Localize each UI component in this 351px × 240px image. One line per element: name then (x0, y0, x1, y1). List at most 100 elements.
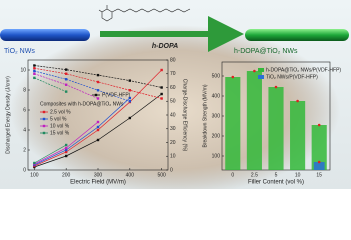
legend-swatch (258, 75, 264, 79)
point (128, 79, 132, 82)
y-tick-label: 0 (23, 167, 26, 173)
point (96, 89, 100, 92)
point (64, 146, 68, 150)
point (128, 96, 132, 100)
point (64, 143, 68, 147)
y-tick-label: 4 (23, 127, 26, 133)
bar (313, 162, 325, 170)
x-tick-label: 400 (126, 172, 135, 178)
bar-top-marker (231, 75, 235, 79)
point (96, 138, 100, 142)
y-axis-label: Discharged Energy Density (J/cm³) (5, 76, 11, 154)
green-nanowire (245, 29, 349, 41)
legend-marker (42, 110, 46, 114)
y-tick-label: 10 (20, 67, 26, 73)
y2-tick-label: 80 (170, 57, 176, 63)
x-axis-label: Filler Content (vol %) (248, 180, 304, 186)
legend-label: 2.5 vol % (50, 109, 71, 115)
point (33, 76, 36, 80)
legend-label: 15 vol % (50, 130, 70, 136)
y2-tick-label: 50 (170, 99, 176, 105)
legend-label: 5 vol % (50, 116, 67, 122)
y2-tick-label: 0 (170, 167, 173, 173)
legend-label: P(VDF-HFP) (102, 92, 131, 98)
y2-tick-label: 70 (170, 71, 176, 77)
y-tick-label: 500 (212, 73, 221, 79)
point (160, 97, 163, 100)
point (160, 86, 163, 89)
bar (246, 71, 262, 170)
legend-marker (42, 124, 46, 128)
y-tick-label: 200 (212, 133, 221, 139)
point (64, 83, 68, 86)
series-line (34, 144, 67, 164)
x-tick-label: 300 (94, 172, 103, 178)
point (128, 116, 132, 120)
legend-label: h-DOPA@TiO₂ NWs/P(VDF-HFP) (266, 67, 341, 73)
legend-heading: Composites with h-DOPA@TiO₂ NWs (40, 101, 124, 107)
y-tick-label: 100 (212, 153, 221, 159)
legend-marker (42, 131, 46, 135)
legend-marker (42, 117, 46, 121)
bar-top-marker (274, 85, 278, 89)
point (96, 120, 100, 124)
point (64, 154, 68, 158)
point (128, 100, 132, 103)
point (96, 80, 100, 84)
x-tick-label: 500 (157, 172, 166, 178)
y-tick-label: 6 (23, 107, 26, 113)
molecule (98, 5, 191, 22)
legend-label: TiO₂ NWs/P(VDF-HFP) (266, 74, 318, 80)
point (96, 73, 100, 77)
point (64, 90, 68, 93)
right-label: h-DOPA@TiO₂ NWs (234, 48, 298, 55)
y2-tick-label: 10 (170, 154, 176, 160)
legend-marker (94, 93, 98, 97)
point (64, 150, 68, 154)
left-label: TiO₂ NWs (4, 48, 35, 55)
legend-label: 10 vol % (50, 123, 70, 129)
point (128, 89, 132, 92)
series-line (34, 77, 67, 92)
point (96, 97, 100, 100)
blue-nanowire (0, 29, 90, 41)
series-line (34, 67, 162, 99)
x-axis-label: Electric Field (MV/m) (70, 180, 126, 186)
bar-top-marker (317, 160, 321, 164)
point (33, 64, 36, 67)
bar (290, 101, 306, 170)
point (33, 69, 36, 73)
series-line (34, 97, 131, 166)
y2-tick-label: 40 (170, 112, 176, 118)
bar (225, 77, 241, 170)
bar (268, 87, 284, 170)
y-tick-label: 2 (23, 147, 26, 153)
point (33, 67, 36, 70)
arrow-label: h-DOPA (152, 43, 178, 50)
x-tick-label: 200 (62, 172, 71, 178)
y-tick-label: 8 (23, 87, 26, 93)
x-tick-label: 100 (30, 172, 39, 178)
bar-top-marker (253, 69, 256, 73)
legend-swatch (258, 68, 264, 72)
x-tick-label: 0 (231, 172, 234, 178)
series-line (34, 70, 130, 102)
y-tick-label: 400 (212, 93, 221, 99)
y-tick-label: 300 (212, 113, 221, 119)
point (160, 92, 163, 96)
y2-tick-label: 30 (170, 126, 176, 132)
point (64, 68, 68, 71)
point (64, 72, 68, 75)
y-axis-label: Breakdown Strength (MV/m) (202, 84, 208, 147)
bar-top-marker (317, 123, 321, 127)
point (160, 68, 163, 72)
x-tick-label: 10 (295, 172, 301, 178)
x-tick-label: 2.5 (251, 172, 258, 178)
y2-tick-label: 60 (170, 85, 176, 91)
bar-top-marker (296, 99, 299, 103)
bar (311, 125, 327, 170)
point (64, 78, 68, 81)
point (96, 128, 100, 132)
point (33, 161, 36, 165)
x-tick-label: 15 (316, 172, 322, 178)
